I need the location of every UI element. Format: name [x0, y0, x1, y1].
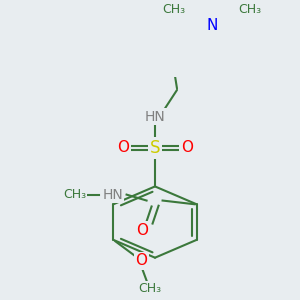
Text: S: S: [150, 139, 160, 157]
Text: HN: HN: [102, 188, 123, 202]
Text: O: O: [135, 253, 147, 268]
Text: CH₃: CH₃: [138, 282, 161, 296]
Text: O: O: [181, 140, 193, 155]
Text: CH₃: CH₃: [63, 188, 86, 201]
Text: CH₃: CH₃: [238, 3, 262, 16]
Text: O: O: [117, 140, 129, 155]
Text: O: O: [136, 223, 148, 238]
Text: HN: HN: [145, 110, 165, 124]
Text: CH₃: CH₃: [162, 3, 186, 16]
Text: N: N: [206, 18, 218, 33]
